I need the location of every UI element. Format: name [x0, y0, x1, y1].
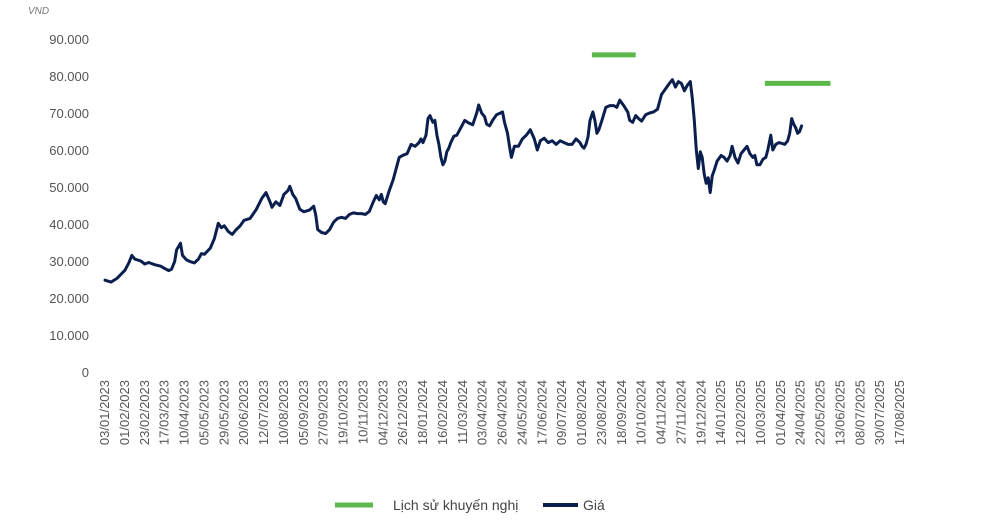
- y-tick-label: 90.000: [49, 32, 89, 47]
- x-tick-label: 01/08/2024: [574, 380, 589, 445]
- y-tick-label: 50.000: [49, 180, 89, 195]
- x-tick-label: 03/01/2023: [97, 380, 112, 445]
- legend-label-price: Giá: [583, 497, 605, 513]
- x-tick-label: 30/07/2025: [872, 380, 887, 445]
- x-tick-label: 24/04/2025: [793, 380, 808, 445]
- x-tick-label: 12/02/2025: [733, 380, 748, 445]
- x-tick-label: 14/01/2025: [713, 380, 728, 445]
- y-tick-label: 70.000: [49, 106, 89, 121]
- x-tick-label: 18/09/2024: [614, 380, 629, 445]
- x-tick-label: 26/12/2023: [395, 380, 410, 445]
- x-tick-label: 01/04/2025: [773, 380, 788, 445]
- x-tick-label: 10/10/2024: [634, 380, 649, 445]
- x-tick-label: 10/11/2023: [355, 380, 370, 444]
- x-tick-label: 09/07/2024: [554, 380, 569, 445]
- x-tick-label: 04/12/2023: [375, 380, 390, 445]
- x-axis-ticks: 03/01/2023 01/02/2023 23/02/2023 17/03/2023…: [97, 380, 907, 445]
- x-tick-label: 12/07/2023: [256, 380, 271, 445]
- y-tick-label: 20.000: [49, 291, 89, 306]
- x-tick-label: 08/07/2025: [852, 380, 867, 445]
- y-tick-label: 80.000: [49, 69, 89, 84]
- x-tick-label: 29/05/2023: [216, 380, 231, 445]
- x-tick-label: 16/02/2024: [435, 380, 450, 445]
- legend: Lịch sử khuyến nghị Giá: [335, 497, 605, 513]
- price-line: [103, 78, 804, 284]
- x-tick-label: 17/08/2025: [892, 380, 907, 445]
- x-tick-label: 03/04/2024: [475, 380, 490, 445]
- x-tick-label: 26/04/2024: [495, 380, 510, 445]
- y-axis-unit: VND: [28, 6, 49, 17]
- x-tick-label: 04/11/2024: [654, 380, 669, 444]
- x-tick-label: 27/11/2024: [673, 380, 688, 444]
- x-tick-label: 10/03/2025: [753, 380, 768, 445]
- x-tick-label: 10/08/2023: [276, 380, 291, 445]
- x-tick-label: 24/05/2024: [514, 380, 529, 445]
- x-tick-label: 19/12/2024: [693, 380, 708, 445]
- series-layer: [103, 52, 831, 284]
- x-tick-label: 22/05/2025: [813, 380, 828, 445]
- x-tick-label: 05/05/2023: [196, 380, 211, 445]
- x-tick-label: 13/06/2025: [832, 380, 847, 445]
- y-tick-label: 40.000: [49, 217, 89, 232]
- x-tick-label: 27/09/2023: [316, 380, 331, 445]
- x-tick-label: 23/02/2023: [137, 380, 152, 445]
- x-tick-label: 11/03/2024: [455, 380, 470, 444]
- legend-label-recommendation: Lịch sử khuyến nghị: [393, 497, 518, 513]
- x-tick-label: 17/06/2024: [534, 380, 549, 445]
- y-tick-label: 10.000: [49, 328, 89, 343]
- x-tick-label: 17/03/2023: [157, 380, 172, 445]
- x-tick-label: 19/10/2023: [336, 380, 351, 445]
- y-tick-label: 0: [82, 365, 89, 380]
- y-tick-label: 30.000: [49, 254, 89, 269]
- y-tick-label: 60.000: [49, 143, 89, 158]
- x-tick-label: 10/04/2023: [177, 380, 192, 445]
- x-tick-label: 20/06/2023: [236, 380, 251, 445]
- x-tick-label: 18/01/2024: [415, 380, 430, 445]
- x-tick-label: 05/09/2023: [296, 380, 311, 445]
- y-axis-ticks: 0 10.000 20.000 30.000 40.000 50.000 60.000 70.…: [49, 32, 89, 380]
- x-tick-label: 01/02/2023: [117, 380, 132, 445]
- x-tick-label: 23/08/2024: [594, 380, 609, 445]
